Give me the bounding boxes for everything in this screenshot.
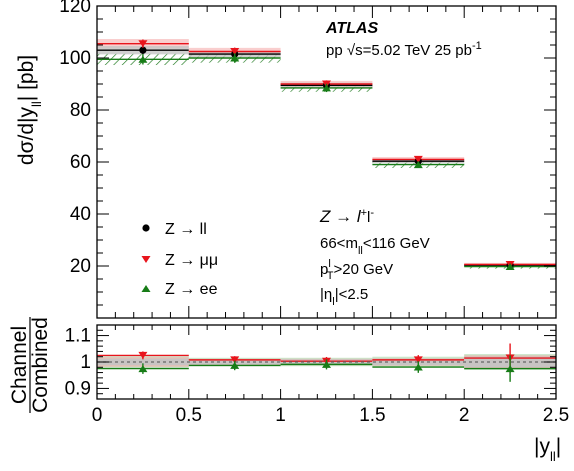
x-tick-label-1.5: 1.5 <box>359 405 385 426</box>
ratio-y-tick-label-1: 1 <box>80 352 91 373</box>
ratio-panel: 0.9 1 1.1 0 0.5 1 1.5 2 2.5 Channel Combined |y… <box>8 317 569 464</box>
energy-lumi-label: pp √s=5.02 TeV 25 pb-1 <box>326 40 482 59</box>
main-y-tick-labels: 20 40 60 80 100 120 <box>59 0 91 277</box>
point-ee-3 <box>413 161 423 169</box>
point-combined-0 <box>139 46 147 54</box>
y-tick-label-60: 60 <box>70 152 91 173</box>
ratio-point-mumu-3 <box>413 356 423 364</box>
legend-label-mumu: Z → μμ <box>165 252 218 269</box>
ratio-band-combined-0 <box>97 358 189 366</box>
point-ee-0 <box>138 55 148 63</box>
pt-cut-label: pl T>20 GeV <box>320 258 393 282</box>
ratio-y-tick-label-1.1: 1.1 <box>65 326 91 347</box>
point-mumu-0 <box>138 40 148 48</box>
process-label: Z → l+l- <box>319 207 374 226</box>
y-tick-label-100: 100 <box>59 48 91 69</box>
point-ee-4 <box>505 263 515 271</box>
x-axis-title: |yll| <box>534 435 561 464</box>
main-panel: 20 40 60 80 100 120 dσ/d|yll| [pb] ATLAS pp √… <box>15 0 557 319</box>
y-tick-label-20: 20 <box>70 256 91 277</box>
legend-label-combined: Z → ll <box>165 221 207 238</box>
x-tick-label-1: 1 <box>275 405 286 426</box>
ratio-point-ee-1 <box>230 361 240 369</box>
ratio-axis-ticks <box>97 325 556 399</box>
ratio-point-ee-0 <box>138 365 148 373</box>
x-tick-label-0.5: 0.5 <box>176 405 202 426</box>
ratio-y-title-denominator: Combined <box>29 317 52 413</box>
ratio-y-tick-label-0.9: 0.9 <box>65 378 91 399</box>
ratio-point-ee-2 <box>322 360 331 368</box>
ratio-point-ee-3 <box>413 363 423 371</box>
legend-label-ee: Z → ee <box>165 281 218 298</box>
x-tick-label-2.5: 2.5 <box>543 405 569 426</box>
point-ee-2 <box>322 84 331 92</box>
x-tick-labels: 0 0.5 1 1.5 2 2.5 <box>92 405 570 426</box>
y-tick-label-80: 80 <box>70 100 91 121</box>
legend-marker-mumu <box>141 256 151 263</box>
ratio-y-axis-title: Channel Combined <box>8 317 52 413</box>
main-axis-ticks <box>97 6 556 318</box>
y-tick-label-120: 120 <box>59 0 91 17</box>
ratio-y-title-numerator: Channel <box>8 326 31 404</box>
point-mumu-3 <box>413 155 423 163</box>
ratio-data-points <box>138 343 515 382</box>
point-mumu-1 <box>230 48 240 55</box>
main-y-axis-title: dσ/d|yll| [pb] <box>15 55 44 165</box>
legend-marker-ee <box>141 285 151 292</box>
point-ee-1 <box>230 54 240 62</box>
sqrt-symbol: √ <box>347 42 356 59</box>
legend-marker-combined <box>142 224 150 232</box>
y-tick-label-40: 40 <box>70 204 91 225</box>
mass-window-label: 66<mll<116 GeV <box>320 235 430 257</box>
ratio-point-mumu-1 <box>230 356 240 364</box>
main-data-points <box>138 39 515 271</box>
eta-cut-label: |ηl|<2.5 <box>320 286 368 308</box>
ratio-point-mumu-0 <box>138 351 148 359</box>
experiment-label: ATLAS <box>325 20 378 37</box>
x-tick-label-0: 0 <box>92 405 103 426</box>
ratio-point-ee-4 <box>505 365 515 373</box>
ratio-y-tick-labels: 0.9 1 1.1 <box>65 326 91 400</box>
x-tick-label-2: 2 <box>459 405 470 426</box>
legend: Z → ll Z → μμ Z → ee <box>141 221 218 298</box>
